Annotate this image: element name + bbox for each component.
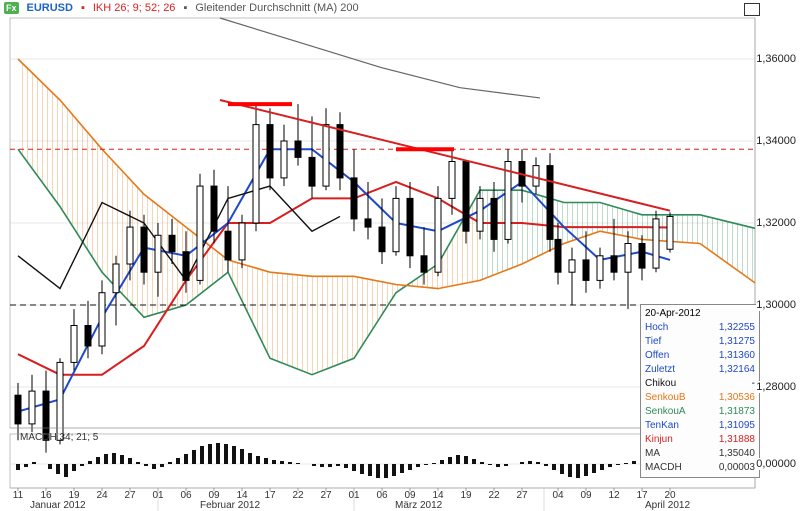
- x-axis-tick: 27: [516, 490, 527, 501]
- x-axis-tick: 24: [96, 490, 107, 501]
- x-axis-tick: 27: [124, 490, 135, 501]
- info-row: Zuletzt1,32164: [641, 363, 759, 377]
- x-axis-month: April 2012: [645, 500, 690, 511]
- y-axis-label: 1,36000: [756, 53, 796, 65]
- info-date: 20-Apr-2012: [641, 307, 759, 321]
- info-row: MACDH0,00003: [641, 461, 759, 475]
- info-row: Chikou-: [641, 377, 759, 391]
- x-axis-tick: 19: [460, 490, 471, 501]
- y-axis-label: 1,34000: [756, 135, 796, 147]
- x-axis-tick: 17: [264, 490, 275, 501]
- x-axis-tick: 11: [13, 490, 23, 501]
- info-row: SenkouA1,31873: [641, 405, 759, 419]
- x-axis-tick: 27: [320, 490, 331, 501]
- x-axis-month: Januar 2012: [30, 500, 86, 511]
- x-axis-tick: 06: [376, 490, 387, 501]
- macd-zero-label: 0,00000: [756, 458, 796, 470]
- info-row: Hoch1,32255: [641, 321, 759, 335]
- info-row: Tief1,31275: [641, 335, 759, 349]
- info-row: MA1,35040: [641, 447, 759, 461]
- x-axis-tick: 12: [608, 490, 619, 501]
- x-axis-tick: 22: [292, 490, 303, 501]
- y-axis-label: 1,32000: [756, 217, 796, 229]
- x-axis-tick: 22: [488, 490, 499, 501]
- x-axis-tick: 09: [580, 490, 591, 501]
- info-row: SenkouB1,30536: [641, 391, 759, 405]
- x-axis-tick: 06: [180, 490, 191, 501]
- y-axis-label: 1,28000: [756, 381, 796, 393]
- x-axis-month: März 2012: [395, 500, 442, 511]
- macd-label: MACDH 34; 21; 5: [20, 432, 98, 443]
- info-row: Kinjun1,31888: [641, 433, 759, 447]
- x-axis-tick: 04: [552, 490, 563, 501]
- info-row: Offen1,31360: [641, 349, 759, 363]
- info-row: TenKan1,31095: [641, 419, 759, 433]
- x-axis-tick: 01: [152, 490, 163, 501]
- x-axis-tick: 01: [348, 490, 359, 501]
- y-axis-label: 1,30000: [756, 299, 796, 311]
- info-panel: 20-Apr-2012 Hoch1,32255Tief1,31275Offen1…: [640, 304, 760, 478]
- x-axis-month: Februar 2012: [200, 500, 260, 511]
